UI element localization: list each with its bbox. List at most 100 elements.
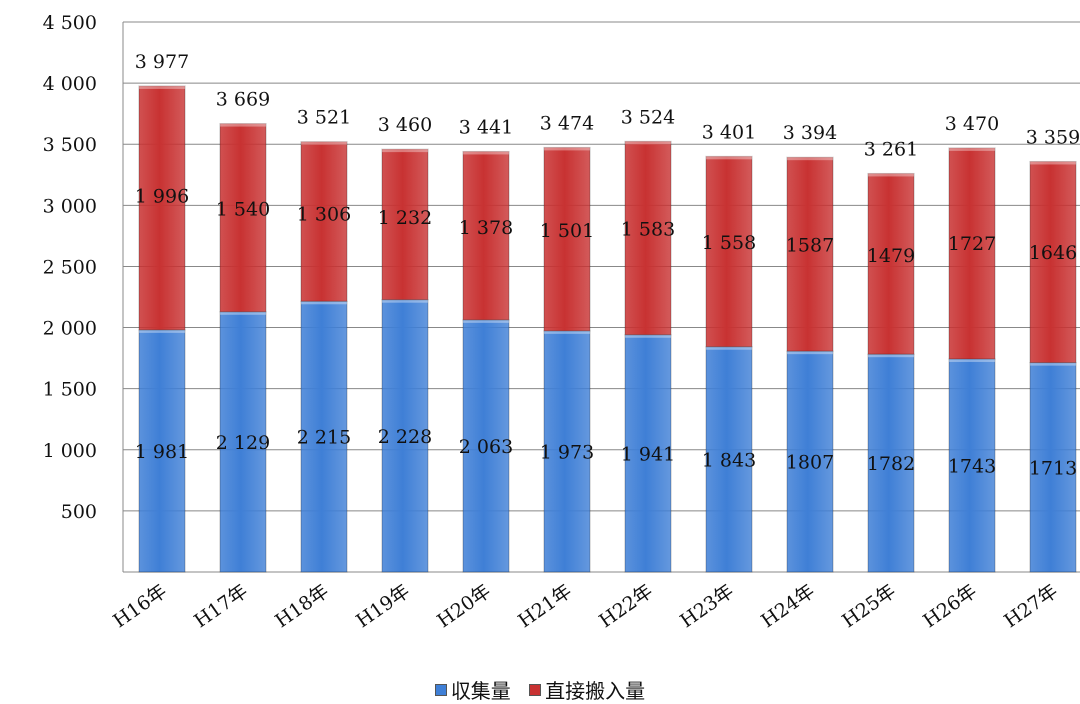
data-label-collection: 1782 bbox=[867, 453, 915, 475]
bar-collection bbox=[138, 329, 186, 573]
data-label-total: 3 460 bbox=[378, 114, 432, 136]
bar-collection bbox=[948, 358, 996, 573]
legend-swatch-direct bbox=[529, 683, 542, 696]
gridlines bbox=[123, 21, 1080, 512]
bar-direct bbox=[786, 156, 834, 352]
bar-cap bbox=[625, 333, 671, 338]
data-label-collection: 2 215 bbox=[297, 427, 351, 449]
bar-cap bbox=[544, 329, 590, 334]
data-label-direct: 1646 bbox=[1029, 242, 1077, 264]
bar-direct bbox=[219, 123, 267, 313]
bar-direct bbox=[1029, 160, 1077, 364]
data-label-collection: 1 981 bbox=[135, 441, 189, 463]
bar-cap bbox=[706, 345, 752, 350]
bar-cap bbox=[625, 140, 671, 145]
bar-cap bbox=[949, 146, 995, 151]
bar-direct bbox=[138, 85, 186, 331]
data-label-collection: 1807 bbox=[786, 452, 834, 474]
legend: 収集量 直接搬入量 bbox=[0, 675, 1080, 704]
y-tick-label: 3 500 bbox=[43, 134, 97, 156]
x-tick-label: H18年 bbox=[271, 580, 333, 632]
bar-cap bbox=[463, 318, 509, 323]
bar-cap bbox=[706, 155, 752, 160]
bar-cap bbox=[787, 350, 833, 355]
data-label-total: 3 394 bbox=[783, 122, 837, 144]
bar-direct bbox=[867, 172, 915, 355]
y-tick-label: 500 bbox=[61, 501, 97, 523]
bar-cap bbox=[949, 357, 995, 362]
data-label-collection: 2 063 bbox=[459, 436, 513, 458]
bars bbox=[138, 84, 1077, 573]
bar-cap bbox=[301, 140, 347, 145]
bar-collection bbox=[705, 346, 753, 573]
x-tick-label: H22年 bbox=[595, 580, 657, 632]
data-label-total: 3 359 bbox=[1026, 126, 1080, 148]
bar-collection bbox=[786, 350, 834, 573]
data-label-total: 3 261 bbox=[864, 138, 918, 160]
y-tick-label: 4 000 bbox=[43, 73, 97, 95]
bar-cap bbox=[544, 146, 590, 151]
bar-collection bbox=[1029, 362, 1077, 573]
bar-cap bbox=[868, 353, 914, 358]
x-tick-label: H19年 bbox=[352, 580, 414, 632]
bar-cap bbox=[301, 300, 347, 305]
bar-cap bbox=[139, 328, 185, 333]
data-label-collection: 1713 bbox=[1029, 457, 1077, 479]
data-label-total: 3 521 bbox=[297, 107, 351, 129]
bar-direct bbox=[624, 140, 672, 336]
data-label-direct: 1 996 bbox=[135, 186, 189, 208]
bar-cap bbox=[382, 148, 428, 153]
legend-item-collection: 収集量 bbox=[434, 675, 511, 704]
data-label-direct: 1587 bbox=[786, 234, 834, 256]
x-tick-label: H23年 bbox=[676, 580, 738, 632]
x-tick-label: H17年 bbox=[190, 580, 252, 632]
bar-collection bbox=[543, 330, 591, 573]
data-label-collection: 1 973 bbox=[540, 441, 594, 463]
y-tick-label: 1 000 bbox=[43, 440, 97, 462]
data-label-direct: 1 378 bbox=[459, 217, 513, 239]
x-tick-label: H24年 bbox=[757, 580, 819, 632]
bar-collection bbox=[624, 334, 672, 573]
bar-cap bbox=[220, 310, 266, 315]
bar-cap bbox=[220, 122, 266, 127]
data-label-collection: 2 129 bbox=[216, 432, 270, 454]
bar-direct bbox=[381, 148, 429, 301]
y-tick-label: 4 500 bbox=[43, 12, 97, 34]
bar-collection bbox=[300, 300, 348, 573]
legend-label-collection: 収集量 bbox=[450, 679, 511, 703]
bar-cap bbox=[139, 84, 185, 89]
bar-cap bbox=[868, 172, 914, 177]
x-tick-label: H25年 bbox=[838, 580, 900, 632]
data-label-direct: 1 583 bbox=[621, 218, 675, 240]
data-label-direct: 1727 bbox=[948, 233, 996, 255]
data-label-direct: 1 306 bbox=[297, 203, 351, 225]
x-tick-label: H20年 bbox=[433, 580, 495, 632]
bar-direct bbox=[543, 146, 591, 332]
bar-cap bbox=[787, 156, 833, 161]
bar-collection bbox=[381, 299, 429, 573]
data-label-total: 3 441 bbox=[459, 116, 513, 138]
data-label-direct: 1 232 bbox=[378, 207, 432, 229]
bar-direct bbox=[462, 150, 510, 321]
data-label-collection: 1 843 bbox=[702, 449, 756, 471]
data-label-direct: 1479 bbox=[867, 245, 915, 267]
x-tick-label: H26年 bbox=[919, 580, 981, 632]
data-label-total: 3 470 bbox=[945, 113, 999, 135]
data-label-total: 3 474 bbox=[540, 112, 594, 134]
data-label-collection: 2 228 bbox=[378, 426, 432, 448]
data-label-direct: 1 501 bbox=[540, 220, 594, 242]
legend-label-direct: 直接搬入量 bbox=[545, 679, 646, 703]
bar-direct bbox=[705, 155, 753, 348]
data-labels: 1 981 1 996 3 977 2 129 1 540 3 669 2 215 1 306… bbox=[135, 51, 1080, 479]
bar-cap bbox=[1030, 361, 1076, 366]
bar-direct bbox=[300, 141, 348, 302]
bar-collection bbox=[219, 311, 267, 573]
data-label-collection: 1743 bbox=[948, 455, 996, 477]
bar-direct bbox=[948, 147, 996, 360]
bar-cap bbox=[382, 298, 428, 303]
bar-collection bbox=[462, 319, 510, 573]
y-tick-label: 3 000 bbox=[43, 195, 97, 217]
x-tick-label: H21年 bbox=[514, 580, 576, 632]
bar-cap bbox=[463, 150, 509, 155]
